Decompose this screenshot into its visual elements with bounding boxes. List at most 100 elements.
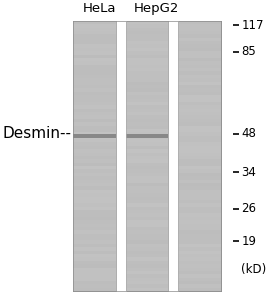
Bar bbox=[73, 129, 116, 132]
Bar bbox=[126, 112, 168, 116]
Bar bbox=[73, 237, 116, 241]
Text: 48: 48 bbox=[242, 128, 256, 140]
Bar bbox=[178, 78, 221, 82]
Bar bbox=[178, 139, 221, 142]
Bar bbox=[73, 75, 116, 78]
Bar bbox=[126, 169, 168, 173]
Bar bbox=[178, 92, 221, 95]
Bar bbox=[73, 176, 116, 180]
Bar bbox=[126, 257, 168, 261]
Bar bbox=[178, 102, 221, 105]
Bar bbox=[73, 213, 116, 217]
Bar bbox=[126, 65, 168, 68]
Bar bbox=[126, 34, 168, 38]
Bar bbox=[178, 196, 221, 200]
Bar bbox=[126, 82, 168, 85]
Bar bbox=[126, 146, 168, 149]
Bar bbox=[126, 284, 168, 288]
Bar bbox=[126, 142, 168, 146]
Bar bbox=[73, 220, 116, 224]
Bar bbox=[126, 48, 168, 51]
Text: 19: 19 bbox=[242, 235, 256, 248]
Bar bbox=[73, 159, 116, 163]
Bar bbox=[178, 254, 221, 257]
Bar bbox=[73, 116, 116, 119]
Bar bbox=[178, 105, 221, 109]
Text: (kD): (kD) bbox=[242, 262, 267, 276]
Bar bbox=[178, 210, 221, 213]
Bar bbox=[73, 142, 116, 146]
Bar bbox=[73, 156, 116, 159]
Bar bbox=[73, 264, 116, 268]
Bar bbox=[178, 146, 221, 149]
Bar bbox=[73, 126, 116, 129]
Bar bbox=[178, 264, 221, 268]
Bar bbox=[73, 65, 116, 68]
Bar bbox=[178, 21, 221, 24]
Bar bbox=[178, 68, 221, 71]
Text: 34: 34 bbox=[242, 166, 256, 178]
Bar bbox=[178, 247, 221, 250]
Bar bbox=[178, 224, 221, 227]
Bar bbox=[126, 237, 168, 241]
Bar bbox=[126, 134, 168, 138]
Bar bbox=[73, 224, 116, 227]
Bar bbox=[126, 217, 168, 220]
Bar bbox=[73, 134, 116, 138]
Bar bbox=[126, 126, 168, 129]
Bar bbox=[126, 268, 168, 271]
Bar bbox=[178, 193, 221, 197]
Bar bbox=[178, 55, 221, 58]
Bar bbox=[73, 95, 116, 98]
Bar bbox=[178, 169, 221, 173]
Bar bbox=[178, 21, 221, 291]
Bar bbox=[73, 48, 116, 51]
Bar bbox=[73, 21, 116, 291]
Bar bbox=[126, 149, 168, 153]
Bar bbox=[178, 250, 221, 254]
Bar bbox=[73, 102, 116, 105]
Bar bbox=[73, 261, 116, 264]
Bar bbox=[126, 288, 168, 291]
Bar bbox=[178, 116, 221, 119]
Bar bbox=[73, 257, 116, 261]
Bar bbox=[126, 207, 168, 210]
Bar bbox=[126, 220, 168, 224]
Bar bbox=[178, 65, 221, 68]
Bar bbox=[178, 278, 221, 281]
Bar bbox=[73, 166, 116, 170]
Bar bbox=[126, 261, 168, 264]
Bar bbox=[178, 156, 221, 159]
Bar bbox=[73, 149, 116, 153]
Bar bbox=[178, 268, 221, 271]
Bar bbox=[126, 132, 168, 136]
Bar bbox=[73, 109, 116, 112]
Bar bbox=[73, 169, 116, 173]
Bar bbox=[73, 92, 116, 95]
Bar bbox=[126, 159, 168, 163]
Bar bbox=[73, 173, 116, 176]
Bar bbox=[73, 183, 116, 186]
Bar bbox=[73, 146, 116, 149]
Bar bbox=[178, 61, 221, 65]
Bar bbox=[73, 210, 116, 213]
Bar bbox=[73, 278, 116, 281]
Bar bbox=[126, 136, 168, 139]
Bar bbox=[178, 149, 221, 153]
Bar bbox=[73, 244, 116, 247]
Bar bbox=[178, 271, 221, 274]
Bar bbox=[73, 98, 116, 102]
Bar bbox=[126, 139, 168, 142]
Bar bbox=[73, 200, 116, 203]
Bar bbox=[126, 129, 168, 132]
Bar bbox=[178, 159, 221, 163]
Bar bbox=[178, 24, 221, 28]
Bar bbox=[73, 153, 116, 156]
Bar bbox=[73, 288, 116, 291]
Bar bbox=[73, 271, 116, 274]
Bar bbox=[178, 288, 221, 291]
Bar bbox=[178, 237, 221, 241]
Bar bbox=[73, 82, 116, 85]
Text: 85: 85 bbox=[242, 45, 256, 58]
Bar bbox=[178, 180, 221, 183]
